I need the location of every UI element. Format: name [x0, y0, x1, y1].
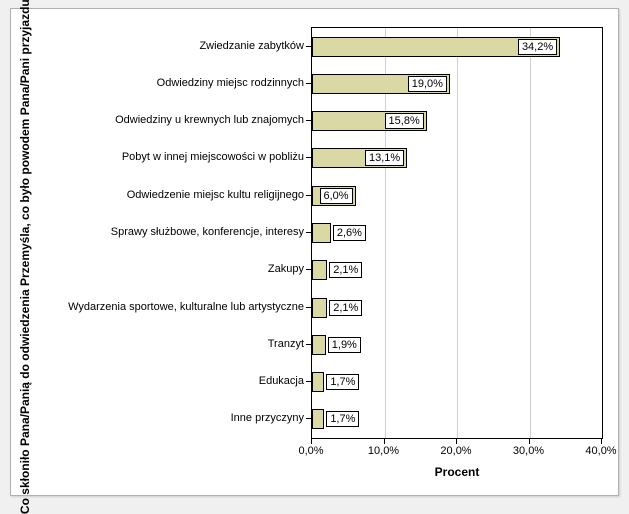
x-tick-label: 30,0% — [513, 445, 544, 457]
bar-value-label: 15,8% — [385, 113, 424, 129]
x-tick-label: 40,0% — [585, 445, 616, 457]
bar-value-label: 13,1% — [365, 150, 404, 166]
bar-row — [312, 223, 331, 243]
y-axis-title-container: Co skłoniło Pana/Panią do odwiedzenia Pr… — [11, 9, 39, 497]
category-label: Edukacja — [259, 371, 304, 391]
category-tick — [306, 269, 311, 270]
bar-row — [312, 409, 324, 429]
category-label: Zwiedzanie zabytków — [199, 36, 304, 56]
bar-row — [312, 335, 326, 355]
bar — [312, 372, 324, 392]
category-label: Odwiedziny miejsc rodzinnych — [157, 73, 304, 93]
category-tick — [306, 195, 311, 196]
bar-value-label: 19,0% — [408, 76, 447, 92]
bar-row — [312, 372, 324, 392]
bar-value-label: 1,7% — [326, 411, 359, 427]
category-label: Pobyt w innej miejscowości w pobliżu — [122, 147, 304, 167]
x-tick-label: 20,0% — [440, 445, 471, 457]
bar-value-label: 2,1% — [329, 262, 362, 278]
y-axis-title: Co skłoniło Pana/Panią do odwiedzenia Pr… — [18, 0, 32, 514]
category-label: Tranzyt — [268, 334, 304, 354]
category-tick — [306, 157, 311, 158]
bar-value-label: 34,2% — [518, 39, 557, 55]
category-label: Odwiedzenie miejsc kultu religijnego — [127, 185, 304, 205]
category-label: Inne przyczyny — [231, 408, 304, 428]
chart-frame: Co skłoniło Pana/Panią do odwiedzenia Pr… — [0, 0, 629, 504]
x-tick — [384, 439, 385, 444]
category-tick — [306, 83, 311, 84]
chart-inner: Co skłoniło Pana/Panią do odwiedzenia Pr… — [10, 8, 619, 496]
category-tick — [306, 232, 311, 233]
bar-value-label: 1,7% — [326, 374, 359, 390]
bar — [312, 260, 327, 280]
category-tick — [306, 120, 311, 121]
bar — [312, 335, 326, 355]
x-axis-title: Procent — [435, 465, 480, 479]
gridline — [457, 28, 458, 438]
bar-row — [312, 260, 327, 280]
bar-value-label: 6,0% — [320, 188, 353, 204]
gridline — [530, 28, 531, 438]
plot-area: 34,2% 19,0% 15,8% 13,1% 6,0% 2,6% 2,1% 2,1% 1,9%… — [311, 27, 603, 439]
x-tick-label: 0,0% — [298, 445, 323, 457]
x-tick-label: 10,0% — [368, 445, 399, 457]
category-label: Odwiedziny u krewnych lub znajomych — [115, 110, 304, 130]
bar — [312, 298, 327, 318]
bar — [312, 223, 331, 243]
x-tick — [456, 439, 457, 444]
bar — [312, 409, 324, 429]
category-tick — [306, 307, 311, 308]
category-label: Wydarzenia sportowe, kulturalne lub arty… — [68, 297, 304, 317]
category-label: Zakupy — [268, 259, 304, 279]
x-tick — [311, 439, 312, 444]
category-tick — [306, 46, 311, 47]
x-tick — [529, 439, 530, 444]
category-tick — [306, 418, 311, 419]
bar-value-label: 2,1% — [329, 300, 362, 316]
category-tick — [306, 344, 311, 345]
category-tick — [306, 381, 311, 382]
bar-value-label: 2,6% — [333, 225, 366, 241]
category-label: Sprawy służbowe, konferencje, interesy — [111, 222, 304, 242]
bar-row — [312, 298, 327, 318]
bar-value-label: 1,9% — [328, 337, 361, 353]
x-tick — [601, 439, 602, 444]
